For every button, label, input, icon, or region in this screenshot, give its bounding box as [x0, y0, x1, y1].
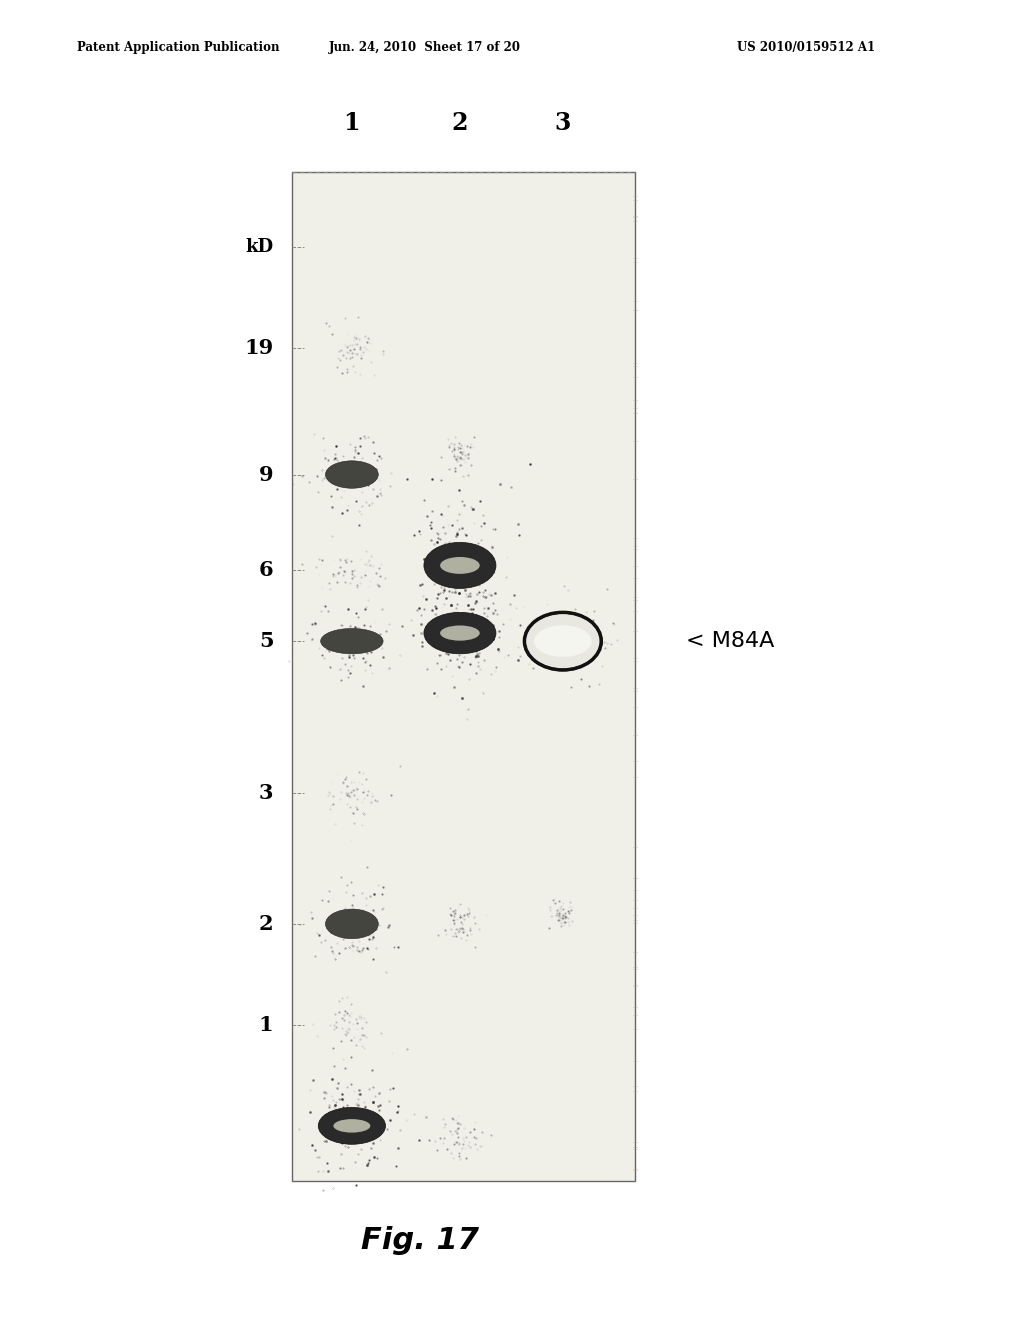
Text: Patent Application Publication: Patent Application Publication [77, 41, 280, 54]
Text: Jun. 24, 2010  Sheet 17 of 20: Jun. 24, 2010 Sheet 17 of 20 [329, 41, 521, 54]
Ellipse shape [535, 626, 592, 657]
Text: 3: 3 [259, 783, 273, 803]
Text: 1: 1 [259, 1015, 273, 1035]
Text: 9: 9 [259, 465, 273, 484]
Ellipse shape [524, 612, 601, 671]
Text: 1: 1 [344, 111, 360, 135]
Bar [292, 172, 635, 1181]
Ellipse shape [326, 909, 378, 939]
Text: kD: kD [246, 239, 273, 256]
Ellipse shape [321, 628, 383, 653]
Text: < M84A: < M84A [686, 631, 774, 651]
Text: 2: 2 [452, 111, 468, 135]
Text: 6: 6 [259, 561, 273, 581]
Text: Fig. 17: Fig. 17 [360, 1226, 479, 1255]
Text: 5: 5 [259, 631, 273, 651]
Text: US 2010/0159512 A1: US 2010/0159512 A1 [737, 41, 876, 54]
Ellipse shape [424, 543, 496, 589]
Ellipse shape [440, 557, 479, 574]
Ellipse shape [440, 626, 479, 640]
Text: 19: 19 [244, 338, 273, 358]
Ellipse shape [334, 1119, 371, 1133]
Text: 2: 2 [259, 913, 273, 935]
Ellipse shape [424, 612, 496, 653]
Ellipse shape [326, 461, 378, 488]
Text: 3: 3 [555, 111, 571, 135]
Ellipse shape [318, 1107, 385, 1144]
